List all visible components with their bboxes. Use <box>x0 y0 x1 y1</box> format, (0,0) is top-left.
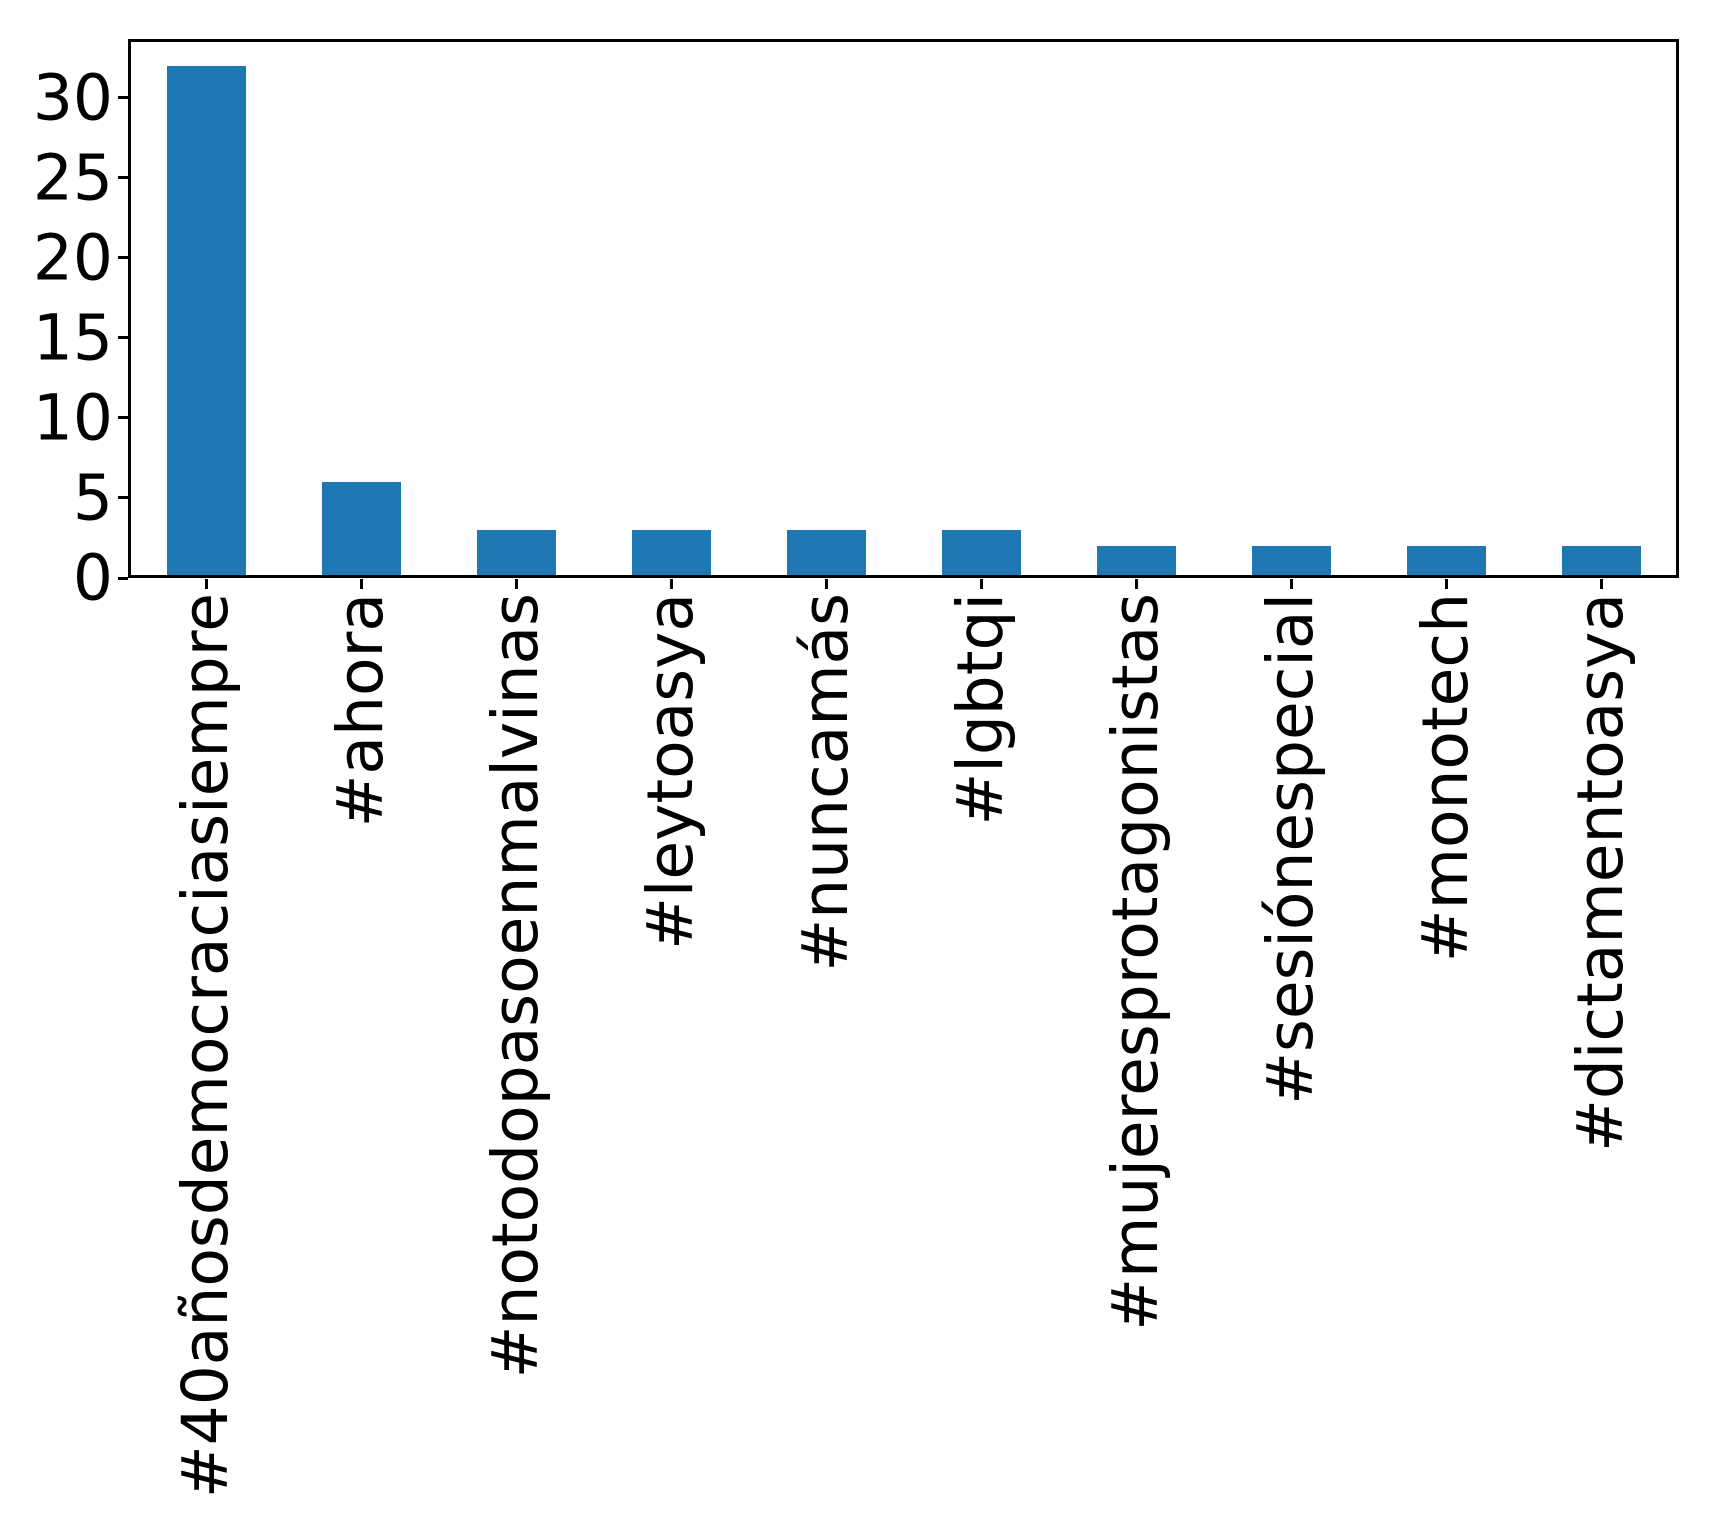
bar <box>321 481 402 578</box>
x-tick-mark <box>515 579 518 589</box>
y-tick-label: 30 <box>32 61 113 135</box>
bar <box>631 529 712 578</box>
x-tick-label-box: #monotech <box>1387 593 1507 962</box>
x-tick-label: #mujeresprotagonistas <box>1099 593 1173 1331</box>
y-tick-mark <box>118 176 128 180</box>
x-tick-label-box: #notodopasoenmalvinas <box>457 593 577 1378</box>
y-tick-label: 15 <box>32 301 113 375</box>
y-tick-mark <box>118 416 128 420</box>
x-tick-mark <box>1135 579 1138 589</box>
y-tick-mark <box>118 576 128 580</box>
x-tick-mark <box>825 579 828 589</box>
y-tick-label: 0 <box>72 541 113 615</box>
x-tick-mark <box>1290 579 1293 589</box>
bar <box>166 65 247 578</box>
x-tick-mark <box>360 579 363 589</box>
y-tick-mark <box>118 256 128 260</box>
x-tick-mark <box>980 579 983 589</box>
x-tick-label-box: #sesiónespecial <box>1232 593 1352 1105</box>
x-tick-mark <box>205 579 208 589</box>
x-tick-label-box: #mujeresprotagonistas <box>1077 593 1197 1331</box>
x-tick-label: #lgbtqi <box>944 593 1018 826</box>
x-tick-mark <box>670 579 673 589</box>
y-tick-mark <box>118 496 128 500</box>
bar <box>941 529 1022 578</box>
bar <box>1561 545 1642 578</box>
y-tick-mark <box>118 96 128 100</box>
x-tick-label: #monotech <box>1409 593 1483 963</box>
y-tick-label: 20 <box>32 221 113 295</box>
x-tick-label-box: #dictamentoasya <box>1542 593 1662 1152</box>
x-tick-mark <box>1445 579 1448 589</box>
x-tick-label-box: #ahora <box>302 593 422 827</box>
y-tick-mark <box>118 336 128 340</box>
bar <box>1251 545 1332 578</box>
x-tick-label: #ahora <box>324 593 398 828</box>
bar <box>1406 545 1487 578</box>
y-tick-label: 5 <box>72 461 113 535</box>
bar <box>786 529 867 578</box>
x-tick-label-box: #leytoasya <box>612 593 732 950</box>
bar <box>1096 545 1177 578</box>
x-tick-label-box: #lgbtqi <box>922 593 1042 825</box>
x-tick-label-box: #nuncamás <box>767 593 887 972</box>
y-tick-label: 25 <box>32 141 113 215</box>
x-tick-label: #dictamentoasya <box>1564 593 1638 1152</box>
x-tick-label: #40añosdemocraciasiempre <box>169 593 243 1499</box>
x-tick-label: #leytoasya <box>634 593 708 950</box>
x-tick-label: #nuncamás <box>789 593 863 972</box>
y-tick-label: 10 <box>32 381 113 455</box>
x-tick-label-box: #40añosdemocraciasiempre <box>147 593 267 1498</box>
x-tick-mark <box>1600 579 1603 589</box>
x-tick-label: #notodopasoenmalvinas <box>479 593 553 1379</box>
bar <box>476 529 557 578</box>
x-tick-label: #sesiónespecial <box>1254 593 1328 1105</box>
